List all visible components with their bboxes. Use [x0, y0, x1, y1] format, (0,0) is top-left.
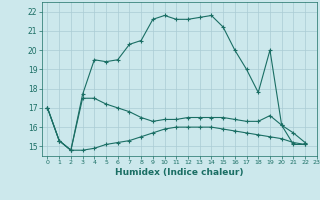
- X-axis label: Humidex (Indice chaleur): Humidex (Indice chaleur): [115, 168, 244, 177]
